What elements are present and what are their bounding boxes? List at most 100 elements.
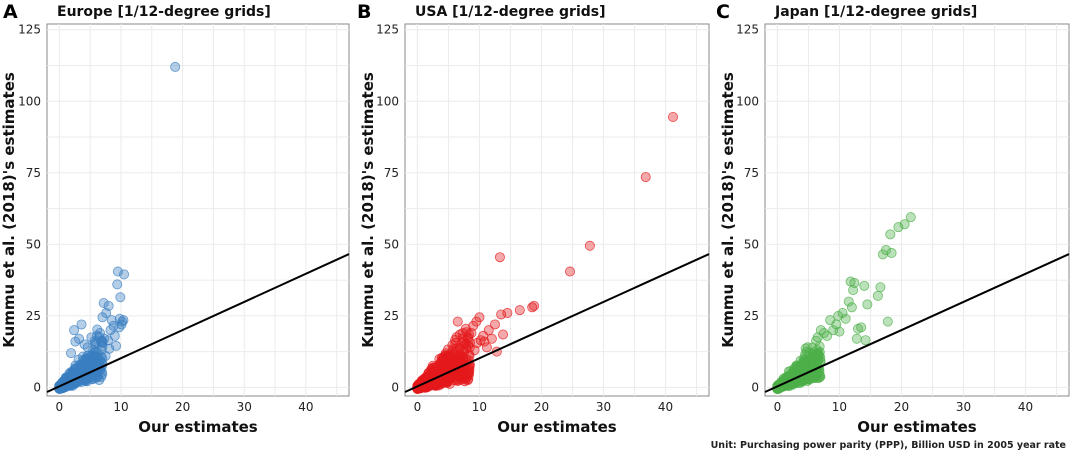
x-tick-labels: 0 10 20 30 40 bbox=[56, 400, 314, 414]
panel-europe: A Europe [1/12-degree grids] 0 10 20 30 40 0… bbox=[0, 1, 350, 436]
data-point bbox=[851, 333, 862, 344]
data-point bbox=[461, 327, 472, 338]
data-point bbox=[119, 269, 130, 280]
data-point bbox=[111, 340, 122, 351]
gridlines bbox=[405, 24, 709, 396]
data-point bbox=[489, 319, 500, 330]
data-point bbox=[66, 348, 77, 359]
data-point bbox=[859, 280, 870, 291]
y-tick-label: 75 bbox=[744, 166, 759, 180]
x-tick-label: 30 bbox=[956, 400, 971, 414]
reference-line bbox=[46, 253, 350, 393]
y-tick-label: 100 bbox=[18, 94, 41, 108]
data-point bbox=[100, 350, 111, 361]
data-point bbox=[464, 349, 475, 360]
data-point bbox=[825, 315, 836, 326]
data-point bbox=[875, 282, 886, 293]
data-point bbox=[108, 320, 119, 331]
x-tick-label: 30 bbox=[237, 400, 252, 414]
y-tick-label: 50 bbox=[384, 237, 399, 251]
data-point bbox=[849, 277, 860, 288]
data-point bbox=[90, 371, 101, 382]
data-point bbox=[527, 302, 538, 313]
y-tick-label: 125 bbox=[18, 23, 41, 37]
y-tick-label: 25 bbox=[384, 309, 399, 323]
panel-japan: C Japan [1/12-degree grids] 0 10 20 30 40 0 2… bbox=[716, 1, 1070, 436]
data-point bbox=[502, 308, 513, 319]
data-point bbox=[872, 290, 883, 301]
data-point bbox=[96, 338, 107, 349]
data-point bbox=[640, 172, 651, 183]
data-point bbox=[106, 315, 117, 326]
y-axis-label: Kummu et al. (2018)'s estimates bbox=[0, 72, 18, 348]
data-point bbox=[860, 335, 871, 346]
y-tick-label: 50 bbox=[744, 237, 759, 251]
x-tick-label: 20 bbox=[534, 400, 549, 414]
y-tick-label: 0 bbox=[751, 380, 759, 394]
y-tick-label: 25 bbox=[744, 309, 759, 323]
y-tick-label: 75 bbox=[384, 166, 399, 180]
x-tick-label: 0 bbox=[56, 400, 64, 414]
y-tick-label: 125 bbox=[736, 23, 759, 37]
data-point bbox=[447, 346, 458, 357]
gridlines bbox=[47, 24, 349, 396]
data-point bbox=[93, 352, 104, 363]
x-axis-label: Our estimates bbox=[138, 418, 258, 436]
data-point bbox=[455, 368, 466, 379]
x-tick-label: 20 bbox=[175, 400, 190, 414]
data-point bbox=[475, 335, 486, 346]
data-point bbox=[90, 346, 101, 357]
y-tick-label: 75 bbox=[26, 166, 41, 180]
y-tick-label: 125 bbox=[376, 23, 399, 37]
data-point bbox=[481, 342, 492, 353]
y-tick-label: 100 bbox=[736, 94, 759, 108]
data-point bbox=[882, 316, 893, 327]
x-tick-label: 0 bbox=[774, 400, 782, 414]
x-tick-label: 40 bbox=[298, 400, 313, 414]
data-point bbox=[584, 240, 595, 251]
x-tick-labels: 0 10 20 30 40 bbox=[774, 400, 1034, 414]
data-point bbox=[808, 353, 819, 364]
data-point bbox=[76, 319, 87, 330]
y-axis-label: Kummu et al. (2018)'s estimates bbox=[359, 72, 377, 348]
data-point bbox=[170, 61, 181, 72]
panel-label: B bbox=[357, 1, 371, 23]
data-point bbox=[469, 345, 480, 356]
data-point bbox=[431, 362, 442, 373]
y-tick-label: 0 bbox=[391, 380, 399, 394]
data-point bbox=[877, 249, 888, 260]
x-axis-label: Our estimates bbox=[497, 418, 617, 436]
reference-line bbox=[404, 253, 710, 393]
data-point bbox=[109, 330, 120, 341]
data-point bbox=[97, 312, 108, 323]
x-tick-label: 10 bbox=[472, 400, 487, 414]
x-tick-label: 10 bbox=[832, 400, 847, 414]
data-point bbox=[118, 315, 129, 326]
data-point bbox=[452, 316, 463, 327]
data-point bbox=[807, 371, 818, 382]
y-tick-label: 25 bbox=[26, 309, 41, 323]
data-point bbox=[815, 325, 826, 336]
data-point bbox=[853, 323, 864, 334]
data-point bbox=[834, 326, 845, 337]
y-tick-labels: 0 25 50 75 100 125 bbox=[376, 23, 399, 395]
data-point bbox=[98, 297, 109, 308]
plot-area bbox=[764, 23, 1070, 397]
data-points bbox=[54, 61, 181, 394]
data-point bbox=[441, 356, 452, 367]
x-tick-label: 40 bbox=[658, 400, 673, 414]
data-point bbox=[886, 247, 897, 258]
data-point bbox=[498, 329, 509, 340]
data-point bbox=[112, 279, 123, 290]
data-point bbox=[460, 323, 471, 334]
panel-label: A bbox=[3, 1, 18, 23]
y-tick-label: 0 bbox=[33, 380, 41, 394]
x-tick-label: 20 bbox=[894, 400, 909, 414]
data-point bbox=[460, 339, 471, 350]
x-axis-label: Our estimates bbox=[857, 418, 977, 436]
data-point bbox=[885, 229, 896, 240]
unit-footnote: Unit: Purchasing power parity (PPP), Bil… bbox=[710, 440, 1066, 451]
data-point bbox=[846, 302, 857, 313]
x-tick-label: 0 bbox=[414, 400, 422, 414]
